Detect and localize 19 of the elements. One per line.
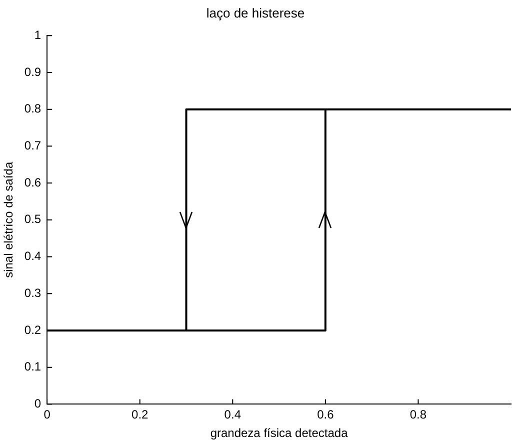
y-tick-label: 0.2: [24, 322, 42, 337]
y-tick-label: 0.7: [24, 138, 42, 152]
y-tick-label: 0.3: [24, 286, 42, 300]
chart-title: laço de histerese: [206, 5, 305, 20]
x-tick-label: 0.6: [317, 408, 334, 422]
y-tick-label: 0.5: [24, 212, 42, 226]
y-tick-label: 0.1: [24, 360, 42, 374]
x-tick-label: 0.2: [132, 408, 149, 422]
x-tick-label: 0.4: [224, 408, 242, 422]
y-tick-label: 0.4: [24, 249, 42, 264]
x-tick-label: 0: [44, 408, 51, 422]
x-tick-label: 0.8: [410, 408, 427, 422]
y-axis-title: sinal elétrico de saída: [2, 162, 16, 278]
y-tick-label: 0.8: [24, 102, 42, 116]
y-tick-label: 0: [34, 396, 42, 411]
y-tick-label: 0.6: [24, 175, 42, 190]
y-tick-label: 0.9: [24, 64, 42, 79]
x-axis-title: grandeza física detectada: [210, 426, 348, 440]
y-tick-label: 1: [34, 28, 42, 42]
